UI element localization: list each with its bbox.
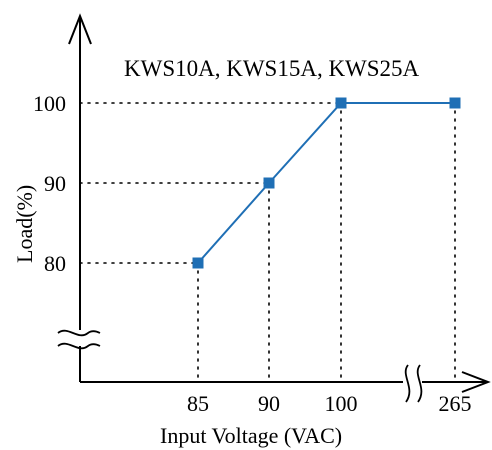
x-tick-label: 90 (258, 391, 280, 416)
y-axis-arrow (68, 13, 92, 45)
guide-lines (79, 102, 456, 383)
data-point-marker (192, 257, 204, 269)
y-tick-label: 80 (44, 251, 66, 276)
y-axis-break-lower (57, 342, 101, 350)
y-axis-label: Load(%) (12, 185, 37, 263)
chart-title: KWS10A, KWS15A, KWS25A (124, 56, 420, 81)
x-tick-label: 85 (187, 391, 209, 416)
axes (68, 13, 491, 393)
x-axis-label: Input Voltage (VAC) (160, 423, 342, 448)
x-tick-label: 265 (439, 391, 472, 416)
data-point-marker (263, 177, 275, 189)
y-tick-label: 100 (33, 91, 66, 116)
y-tick-labels: 80 90 100 (33, 91, 66, 276)
series-layer (192, 97, 461, 269)
data-point-marker (449, 97, 461, 109)
y-axis-break-upper (57, 329, 101, 337)
series-line (197, 102, 455, 264)
y-tick-label: 90 (44, 171, 66, 196)
x-axis-break-left (404, 364, 411, 403)
x-axis-arrow (461, 371, 491, 393)
axis-breaks (57, 329, 423, 403)
x-axis-break-right (416, 364, 423, 403)
x-tick-labels: 85 90 100 265 (187, 391, 472, 416)
x-tick-label: 100 (325, 391, 358, 416)
data-point-marker (335, 97, 347, 109)
